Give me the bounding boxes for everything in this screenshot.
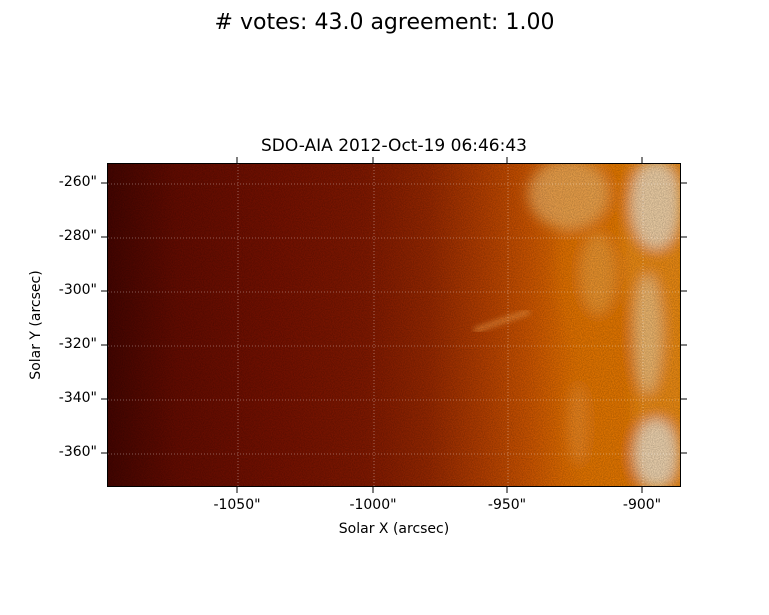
solar-image xyxy=(108,164,680,486)
plot-title: SDO-AIA 2012-Oct-19 06:46:43 xyxy=(261,136,527,156)
y-tick-label: -340" xyxy=(58,390,97,406)
x-tick-label: -1000" xyxy=(349,497,397,513)
y-tick-label: -260" xyxy=(58,174,97,190)
y-tick-label: -300" xyxy=(58,282,97,298)
x-tick-label: -900" xyxy=(622,497,662,513)
noise-texture xyxy=(108,164,680,486)
x-tick-label: -1050" xyxy=(213,497,261,513)
y-tick-label: -280" xyxy=(58,228,97,244)
solar-image-axes xyxy=(107,163,681,487)
figure-suptitle: # votes: 43.0 agreement: 1.00 xyxy=(214,10,555,35)
x-axis-label: Solar X (arcsec) xyxy=(338,521,450,537)
y-tick-label: -360" xyxy=(58,444,97,460)
grid-lines xyxy=(108,164,680,486)
x-tick-label: -950" xyxy=(487,497,527,513)
y-tick-label: -320" xyxy=(58,336,97,352)
